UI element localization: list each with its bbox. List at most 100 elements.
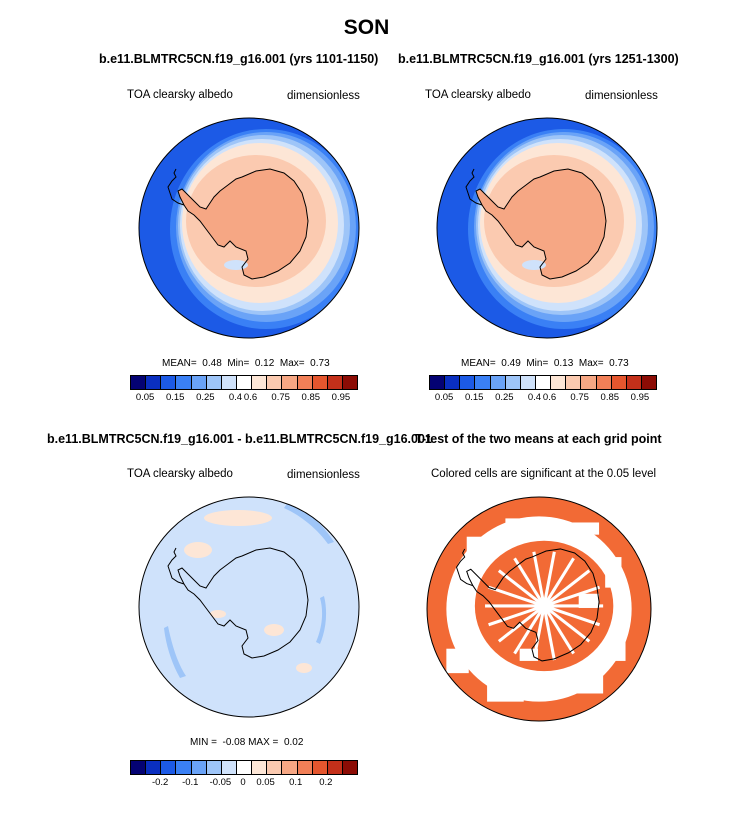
panel-1-map-border [138, 117, 360, 339]
panel-1-min-label: Min= [227, 358, 250, 369]
panel-2-colorbar-box-13 [611, 376, 627, 389]
panel-3-contour-band [164, 626, 186, 678]
panel-3-colorbar-tick-label: 0.05 [256, 777, 275, 788]
panel-2-colorbar [429, 375, 657, 390]
panel-3-map-border [138, 496, 360, 718]
panel-2-map [436, 117, 658, 339]
panel-3-colorbar-tick-label: -0.2 [151, 777, 169, 788]
panel-1-mean-label: MEAN= [162, 358, 197, 369]
panel-3-colorbar-box-9 [252, 761, 268, 774]
panel-3-colorbar-box-3 [161, 761, 177, 774]
panel-1-peninsula-coastline [167, 168, 185, 206]
panel-2-colorbar-box-8 [535, 376, 552, 389]
panel-4-nonsig-cells [532, 605, 546, 661]
panel-3-colorbar-box-12 [297, 761, 313, 774]
panel-1-units-label: dimensionless [287, 90, 360, 102]
panel-4-nonsig-cells [542, 557, 575, 607]
panel-3-colorbar-box-11 [282, 761, 298, 774]
panel-2-field [437, 118, 657, 338]
panel-2-colorbar-box-3 [460, 376, 476, 389]
panel-4-nonsig-cells [543, 604, 601, 627]
panel-3-max-value: 0.02 [283, 737, 304, 748]
panel-2-antarctica-coastline [475, 168, 607, 280]
panel-3-title: b.e11.BLMTRC5CN.f19_g16.001 - b.e11.BLMT… [47, 432, 432, 446]
panel-2-colorbar-tick-label: 0.95 [630, 392, 650, 403]
panel-2-colorbar-box-7 [520, 376, 536, 389]
panel-1-colorbar [130, 375, 358, 390]
panel-2-mean-value: 0.49 [501, 358, 521, 369]
panel-1-colorbar-box-11 [282, 376, 298, 389]
panel-2-max-value: 0.73 [609, 358, 629, 369]
panel-3-colorbar-box-14 [327, 761, 343, 774]
panel-4-peninsula-coastline [455, 548, 473, 587]
panel-1-colorbar-box-15 [342, 376, 358, 389]
panel-3-map [138, 496, 360, 718]
panel-4-field [427, 497, 651, 721]
panel-4-nonsig-cells [543, 569, 591, 608]
panel-2-min-value: 0.13 [553, 358, 574, 369]
panel-3-colorbar-tick-label: -0.05 [209, 777, 232, 788]
panel-4-map-border [426, 496, 652, 722]
panel-1-stats: MEAN= 0.48 Min= 0.12 Max= 0.73 [162, 358, 330, 369]
panel-3-colorbar-box-10 [267, 761, 283, 774]
panel-3-contour-band [264, 624, 284, 636]
panel-4-nonsig-cells [605, 638, 626, 661]
panel-3-colorbar-ticks: -0.2 -0.1 -0.05 0 0.05 0.1 0.2 [130, 777, 356, 789]
panel-1-colorbar-tick-label: 0.95 [331, 392, 351, 403]
panel-1-colorbar-box-8 [236, 376, 253, 389]
panel-3-colorbar-box-7 [221, 761, 237, 774]
panel-3-antarctica-coastline [177, 547, 309, 659]
panel-4-map [426, 496, 652, 722]
panel-3-stats: MIN = -0.08 MAX = 0.02 [190, 737, 303, 748]
panel-1-colorbar-box-12 [297, 376, 313, 389]
panel-4-nonsig-cells [605, 557, 622, 588]
panel-2-stats: MEAN= 0.49 Min= 0.13 Max= 0.73 [461, 358, 629, 369]
panel-2-colorbar-box-5 [490, 376, 506, 389]
panel-4-antarctica-coastline [466, 548, 600, 662]
panel-3-contour-band [204, 510, 272, 526]
figure-title: SON [343, 16, 390, 39]
panel-1-min-value: 0.12 [254, 358, 275, 369]
panel-3-colorbar-box-15 [342, 761, 358, 774]
panel-2-colorbar-tick-label: 0.15 [464, 392, 484, 403]
panel-3-contour-band [184, 542, 212, 558]
panel-2-colorbar-tick-label: 0.75 [570, 392, 589, 403]
panel-2-title: b.e11.BLMTRC5CN.f19_g16.001 (yrs 1251-13… [398, 52, 679, 66]
panel-4-nonsig-cells [446, 648, 469, 674]
panel-1-max-label: Max= [279, 358, 305, 369]
panel-4-nonsig-cells [505, 518, 547, 533]
panel-3-min-value: -0.08 [222, 737, 246, 748]
panel-3-peninsula-coastline [167, 547, 185, 585]
panel-4-subtitle: Colored cells are significant at the 0.0… [431, 468, 657, 480]
panel-4-nonsig-cells [542, 605, 556, 661]
panel-1-colorbar-box-10 [267, 376, 283, 389]
panel-4-nonsig-cells [568, 675, 604, 694]
panel-1-colorbar-box-6 [206, 376, 222, 389]
panel-1-colorbar-box-2 [146, 376, 162, 389]
panel-4-nonsig-cells [568, 522, 600, 535]
panel-2-colorbar-box-14 [626, 376, 642, 389]
panel-3-colorbar-box-6 [206, 761, 222, 774]
panel-3-contour-band [296, 663, 312, 673]
panel-3-contour-band [316, 596, 327, 644]
panel-4-nonsig-cells [497, 569, 546, 608]
panel-2-contour-band [476, 169, 606, 279]
panel-3-contour-band [210, 610, 226, 618]
panel-1-colorbar-ticks: 0.05 0.15 0.25 0.4 0.6 0.75 0.85 0.95 [130, 392, 356, 404]
panel-1-max-value: 0.73 [310, 358, 330, 369]
panel-1-colorbar-box-1 [131, 376, 147, 389]
panel-1-colorbar-tick-label: 0.85 [301, 392, 321, 403]
panel-1-colorbar-tick-label: 0.25 [196, 392, 215, 403]
panel-2-mean-label: MEAN= [461, 358, 496, 369]
panel-1-colorbar-box-14 [327, 376, 343, 389]
panel-2-colorbar-box-6 [505, 376, 521, 389]
panel-4-title: T-test of the two means at each grid poi… [415, 432, 662, 446]
panel-3-max-label: MAX = [248, 737, 279, 748]
panel-3-colorbar-box-1 [131, 761, 147, 774]
panel-2-min-label: Min= [526, 358, 549, 369]
panel-3-colorbar-box-4 [176, 761, 192, 774]
panel-3-colorbar [130, 760, 358, 775]
panel-4-nonsig-cells [542, 605, 575, 655]
panel-3-field [139, 497, 359, 717]
panel-2-colorbar-tick-label: 0.05 [434, 392, 454, 403]
